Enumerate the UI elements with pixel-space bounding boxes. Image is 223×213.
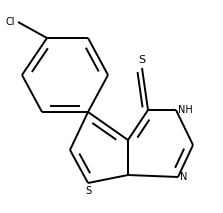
Text: N: N bbox=[180, 172, 187, 182]
Text: S: S bbox=[85, 186, 91, 196]
Text: S: S bbox=[138, 55, 146, 65]
Text: Cl: Cl bbox=[6, 17, 15, 27]
Text: NH: NH bbox=[178, 105, 193, 115]
